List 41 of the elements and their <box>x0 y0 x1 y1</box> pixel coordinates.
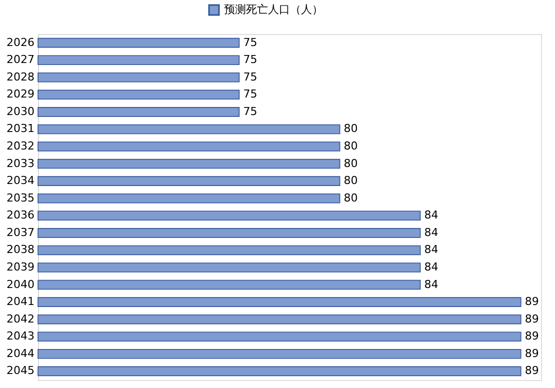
y-tick-label: 2042 <box>6 312 34 326</box>
y-tick-label: 2043 <box>6 330 34 343</box>
data-label: 89 <box>524 330 539 343</box>
y-tick-label: 2045 <box>6 364 34 378</box>
y-tick-label: 2039 <box>6 260 34 274</box>
y-tick-label: 2035 <box>6 191 34 204</box>
data-label: 89 <box>524 346 539 360</box>
y-tick-label: 2038 <box>6 243 34 256</box>
data-label: 89 <box>524 295 539 308</box>
data-label: 80 <box>344 191 358 204</box>
y-tick-label: 2040 <box>6 278 34 291</box>
data-label: 75 <box>243 36 258 49</box>
y-tick-label: 2029 <box>6 88 34 101</box>
data-label: 84 <box>424 208 438 222</box>
data-label: 75 <box>243 70 258 84</box>
data-label: 84 <box>424 260 438 274</box>
y-tick-label: 2027 <box>6 53 34 66</box>
y-tick-label: 2036 <box>6 208 34 222</box>
y-tick-label: 2030 <box>6 104 34 118</box>
y-tick-label: 2033 <box>6 156 34 170</box>
data-label: 75 <box>243 104 258 118</box>
data-label: 84 <box>424 243 438 256</box>
data-label: 80 <box>344 122 358 136</box>
y-tick-label: 2032 <box>6 140 34 153</box>
data-label: 75 <box>243 88 258 101</box>
data-label: 84 <box>424 278 438 291</box>
y-tick-label: 2044 <box>6 346 34 360</box>
data-label: 75 <box>243 53 258 66</box>
y-tick-label: 2026 <box>6 36 34 49</box>
y-tick-label: 2031 <box>6 122 34 136</box>
y-tick-label: 2037 <box>6 226 34 239</box>
data-label: 89 <box>524 312 539 326</box>
data-label: 89 <box>524 364 539 378</box>
y-tick-label: 2034 <box>6 174 34 188</box>
y-tick-label: 2028 <box>6 70 34 84</box>
data-label: 80 <box>344 156 358 170</box>
data-label: 80 <box>344 174 358 188</box>
legend-label: 预测死亡人口（人） <box>224 3 323 16</box>
data-label: 80 <box>344 140 358 153</box>
y-tick-label: 2041 <box>6 295 34 308</box>
data-label: 84 <box>424 226 438 239</box>
